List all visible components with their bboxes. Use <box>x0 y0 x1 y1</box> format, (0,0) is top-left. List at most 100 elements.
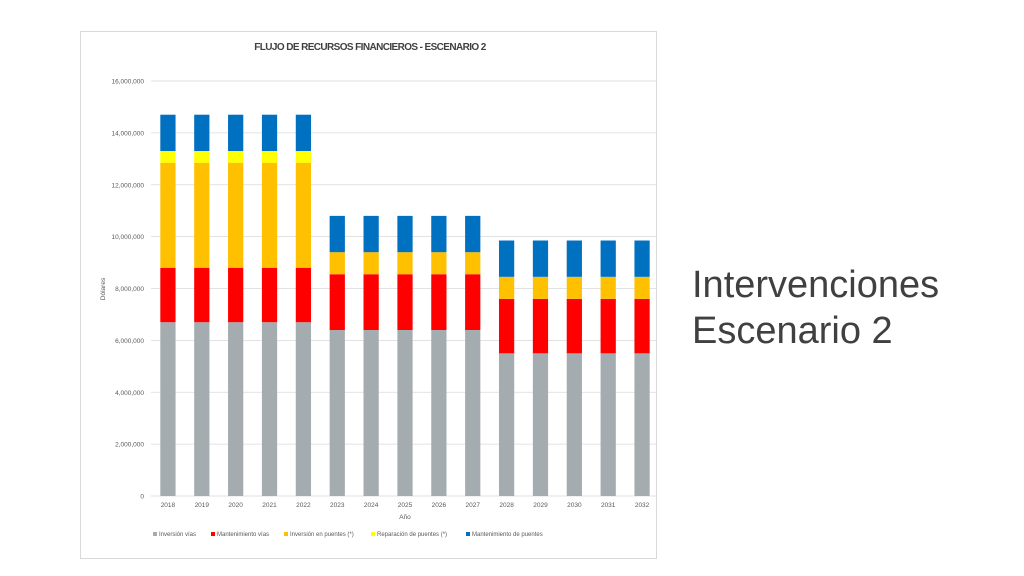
bar-segment <box>363 330 379 496</box>
bar-segment <box>397 215 413 253</box>
bar-segment <box>295 162 312 268</box>
y-tick-label: 14,000,000 <box>111 130 144 137</box>
x-tick-label: 2020 <box>228 502 243 509</box>
x-tick-label: 2032 <box>635 502 650 509</box>
bar-segment <box>295 267 312 323</box>
bar-segment <box>160 267 176 323</box>
x-tick-label: 2018 <box>161 502 176 509</box>
bar-segment <box>498 276 515 299</box>
bar-segment <box>261 151 278 163</box>
x-tick-label: 2019 <box>195 502 210 509</box>
legend-item: Reparación de puentes (*) <box>371 532 447 538</box>
bar-segment <box>194 151 210 163</box>
bar-segment <box>600 298 616 354</box>
bars <box>160 114 650 496</box>
bar-segment <box>532 298 549 354</box>
bar-segment <box>228 151 244 163</box>
bar-segment <box>295 114 312 152</box>
bar-segment <box>498 298 515 354</box>
bar-segment <box>194 322 210 496</box>
bar-segment <box>431 274 447 330</box>
bar-segment <box>634 276 650 299</box>
bar-segment <box>194 267 210 323</box>
y-tick-label: 2,000,000 <box>115 442 144 449</box>
y-axis-label: Dólares <box>100 277 107 300</box>
legend: Inversión vías Mantenimiento vías Inversió… <box>153 532 543 538</box>
slide-title-line2: Escenario 2 <box>692 310 893 352</box>
bar-segment <box>532 353 549 496</box>
x-tick-label: 2021 <box>262 502 277 509</box>
x-tick-label: 2022 <box>296 502 311 509</box>
x-tick-label: 2030 <box>567 502 582 509</box>
bar-segment <box>465 330 481 496</box>
bar-segment <box>228 114 244 152</box>
slide-title-line1: Intervenciones <box>692 264 940 306</box>
bar-segment <box>431 215 447 253</box>
bar-segment <box>634 298 650 354</box>
bar-segment <box>532 276 549 299</box>
legend-label: Reparación de puentes (*) <box>377 532 447 538</box>
x-axis-label: Año <box>399 514 411 521</box>
bar-segment <box>465 252 481 275</box>
y-tick-label: 16,000,000 <box>111 79 144 86</box>
legend-swatch <box>211 532 215 536</box>
y-tick-label: 8,000,000 <box>115 286 144 293</box>
x-tick-label: 2029 <box>533 502 548 509</box>
x-tick-label: 2031 <box>601 502 616 509</box>
legend-label: Inversión vías <box>159 532 196 538</box>
bar-segment <box>600 353 616 496</box>
x-tick-label: 2024 <box>364 502 379 509</box>
x-tick-label: 2025 <box>398 502 413 509</box>
legend-label: Mantenimiento vías <box>217 532 269 538</box>
bar-segment <box>160 114 176 152</box>
bar-segment <box>566 276 582 299</box>
bar-segment <box>397 274 413 330</box>
bar-segment <box>329 274 345 330</box>
x-axis-ticks: 2018 2019 2020 2021 2022 2023 2024 2025 2026 2027… <box>161 502 650 509</box>
bar-segment <box>566 298 582 354</box>
bar-segment <box>261 162 278 268</box>
chart-panel: FLUJO DE RECURSOS FINANCIEROS - ESCENARI… <box>80 31 657 559</box>
legend-swatch <box>284 532 288 536</box>
bar-segment <box>532 240 549 277</box>
bar-segment <box>634 240 650 277</box>
y-axis-ticks: 0 2,000,000 4,000,000 6,000,000 8,000,000 10,… <box>111 79 144 501</box>
x-tick-label: 2028 <box>499 502 514 509</box>
legend-item: Inversión vías <box>153 532 196 538</box>
legend-swatch <box>371 532 375 536</box>
bar-segment <box>228 267 244 323</box>
chart-title: FLUJO DE RECURSOS FINANCIEROS - ESCENARI… <box>254 42 486 53</box>
bar-segment <box>566 353 582 496</box>
bar-segment <box>600 276 616 299</box>
bar-segment <box>194 162 210 268</box>
x-tick-label: 2027 <box>465 502 480 509</box>
bar-segment <box>228 322 244 496</box>
bar-segment <box>498 353 515 496</box>
bar-segment <box>363 274 379 330</box>
bar-segment <box>261 114 278 152</box>
y-tick-label: 10,000,000 <box>111 234 144 241</box>
bar-segment <box>600 240 616 277</box>
bar-segment <box>397 330 413 496</box>
legend-label: Mantenimiento de puentes <box>472 532 543 538</box>
bar-segment <box>465 215 481 253</box>
bar-segment <box>363 252 379 275</box>
bar-segment <box>634 353 650 496</box>
slide-title: Intervenciones Escenario 2 <box>692 262 939 354</box>
legend-item: Inversión en puentes (*) <box>284 532 354 538</box>
stacked-bar-chart: FLUJO DE RECURSOS FINANCIEROS - ESCENARI… <box>100 42 657 538</box>
bar-segment <box>295 151 312 163</box>
bar-segment <box>431 330 447 496</box>
bar-segment <box>295 322 312 496</box>
bar-segment <box>160 322 176 496</box>
legend-swatch <box>153 532 157 536</box>
legend-swatch <box>466 532 470 536</box>
legend-label: Inversión en puentes (*) <box>290 532 354 538</box>
bar-segment <box>566 240 582 277</box>
bar-segment <box>194 114 210 152</box>
y-tick-label: 6,000,000 <box>115 338 144 345</box>
y-tick-label: 0 <box>140 494 144 501</box>
bar-segment <box>329 252 345 275</box>
legend-item: Mantenimiento de puentes <box>466 532 543 538</box>
y-tick-label: 4,000,000 <box>115 390 144 397</box>
